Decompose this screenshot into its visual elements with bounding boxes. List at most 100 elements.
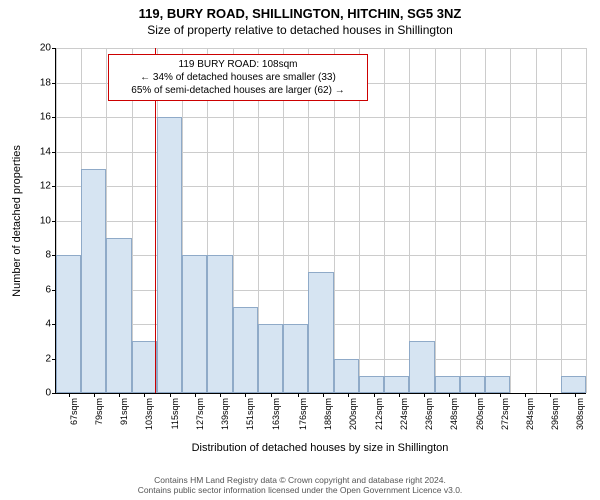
x-tick-mark [245, 393, 246, 397]
chart-container: 119, BURY ROAD, SHILLINGTON, HITCHIN, SG… [0, 0, 600, 500]
grid-line-h [56, 117, 586, 118]
x-tick-mark [195, 393, 196, 397]
y-tick-label: 8 [45, 250, 51, 261]
y-tick-label: 16 [40, 112, 51, 123]
x-tick-label: 103sqm [144, 398, 154, 430]
x-tick-label: 212sqm [374, 398, 384, 430]
x-tick-mark [323, 393, 324, 397]
x-tick-mark [475, 393, 476, 397]
x-tick-mark [424, 393, 425, 397]
chart-title-description: Size of property relative to detached ho… [0, 21, 600, 41]
grid-line-v [485, 48, 486, 393]
x-axis-label: Distribution of detached houses by size … [55, 442, 585, 454]
y-tick-label: 6 [45, 284, 51, 295]
histogram-bar [132, 341, 157, 393]
grid-line-h [56, 48, 586, 49]
y-tick-label: 2 [45, 353, 51, 364]
histogram-bar [561, 376, 586, 393]
histogram-bar [233, 307, 258, 393]
x-tick-label: 200sqm [348, 398, 358, 430]
y-tick-label: 0 [45, 388, 51, 399]
x-tick-mark [575, 393, 576, 397]
x-tick-mark [144, 393, 145, 397]
histogram-bar [384, 376, 409, 393]
x-tick-label: 248sqm [449, 398, 459, 430]
grid-line-h [56, 221, 586, 222]
histogram-bar [460, 376, 485, 393]
grid-line-v [460, 48, 461, 393]
y-tick-label: 10 [40, 215, 51, 226]
histogram-bar [56, 255, 81, 393]
grid-line-h [56, 152, 586, 153]
info-box-larger: 65% of semi-detached houses are larger (… [115, 84, 361, 97]
histogram-bar [359, 376, 384, 393]
x-tick-label: 151sqm [245, 398, 255, 430]
x-tick-mark [399, 393, 400, 397]
plot-surface: 0246810121416182067sqm79sqm91sqm103sqm11… [55, 48, 586, 394]
grid-line-v [435, 48, 436, 393]
info-box-smaller: ← 34% of detached houses are smaller (33… [115, 71, 361, 84]
histogram-bar [258, 324, 283, 393]
x-tick-mark [374, 393, 375, 397]
grid-line-v [561, 48, 562, 393]
y-tick-mark [52, 393, 56, 394]
x-tick-label: 272sqm [500, 398, 510, 430]
x-tick-label: 296sqm [550, 398, 560, 430]
x-tick-label: 260sqm [475, 398, 485, 430]
x-tick-mark [525, 393, 526, 397]
grid-line-h [56, 255, 586, 256]
x-tick-label: 163sqm [271, 398, 281, 430]
histogram-bar [485, 376, 510, 393]
x-tick-mark [69, 393, 70, 397]
histogram-bar [106, 238, 131, 393]
histogram-bar [182, 255, 207, 393]
histogram-bar [308, 272, 333, 393]
histogram-bar [435, 376, 460, 393]
y-tick-label: 4 [45, 319, 51, 330]
info-box-title: 119 BURY ROAD: 108sqm [115, 58, 361, 71]
x-tick-label: 308sqm [575, 398, 585, 430]
x-tick-label: 127sqm [195, 398, 205, 430]
histogram-bar [334, 359, 359, 394]
grid-line-v [384, 48, 385, 393]
y-tick-label: 20 [40, 43, 51, 54]
x-tick-label: 67sqm [69, 398, 79, 425]
y-tick-label: 12 [40, 181, 51, 192]
x-tick-mark [449, 393, 450, 397]
y-axis-label: Number of detached properties [10, 48, 24, 393]
x-tick-mark [94, 393, 95, 397]
histogram-bar [81, 169, 106, 393]
x-tick-label: 79sqm [94, 398, 104, 425]
y-tick-label: 14 [40, 146, 51, 157]
histogram-bar [283, 324, 308, 393]
x-tick-mark [271, 393, 272, 397]
x-tick-label: 224sqm [399, 398, 409, 430]
attribution-footer: Contains HM Land Registry data © Crown c… [0, 475, 600, 496]
x-tick-mark [220, 393, 221, 397]
x-tick-label: 91sqm [119, 398, 129, 425]
x-tick-mark [348, 393, 349, 397]
x-tick-label: 139sqm [220, 398, 230, 430]
grid-line-v [510, 48, 511, 393]
x-tick-label: 284sqm [525, 398, 535, 430]
x-tick-label: 115sqm [170, 398, 180, 429]
plot-area: 0246810121416182067sqm79sqm91sqm103sqm11… [55, 48, 585, 393]
x-tick-label: 176sqm [298, 398, 308, 430]
grid-line-v [586, 48, 587, 393]
x-tick-mark [298, 393, 299, 397]
y-tick-label: 18 [40, 77, 51, 88]
histogram-bar [157, 117, 182, 393]
histogram-bar [409, 341, 434, 393]
chart-title-address: 119, BURY ROAD, SHILLINGTON, HITCHIN, SG… [0, 0, 600, 21]
histogram-bar [207, 255, 232, 393]
x-tick-mark [119, 393, 120, 397]
x-tick-mark [170, 393, 171, 397]
footer-line-1: Contains HM Land Registry data © Crown c… [0, 475, 600, 486]
footer-line-2: Contains public sector information licen… [0, 485, 600, 496]
grid-line-h [56, 186, 586, 187]
grid-line-v [536, 48, 537, 393]
x-tick-mark [500, 393, 501, 397]
property-info-box: 119 BURY ROAD: 108sqm← 34% of detached h… [108, 54, 368, 101]
x-tick-label: 236sqm [424, 398, 434, 430]
x-tick-mark [550, 393, 551, 397]
